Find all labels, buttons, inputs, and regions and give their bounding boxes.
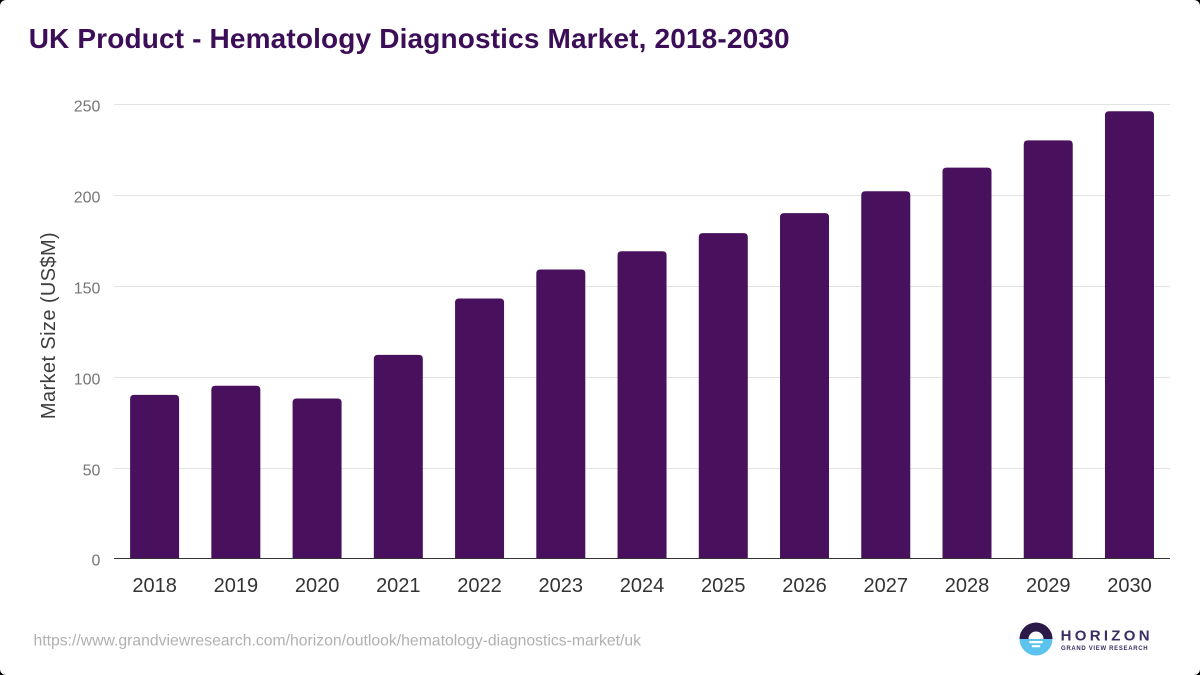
svg-text:200: 200: [74, 189, 101, 206]
svg-text:2021: 2021: [376, 575, 421, 597]
svg-text:2019: 2019: [214, 575, 259, 597]
svg-text:2030: 2030: [1107, 575, 1152, 597]
svg-text:GRAND VIEW RESEARCH: GRAND VIEW RESEARCH: [1061, 646, 1148, 652]
svg-text:https://www.grandviewresearch.: https://www.grandviewresearch.com/horizo…: [34, 633, 642, 650]
svg-text:2027: 2027: [864, 575, 909, 597]
svg-text:2029: 2029: [1026, 575, 1071, 597]
svg-text:2024: 2024: [620, 575, 665, 597]
svg-text:2023: 2023: [539, 575, 584, 597]
svg-text:2020: 2020: [295, 575, 340, 597]
svg-text:2018: 2018: [132, 575, 177, 597]
svg-text:UK Product - Hematology Diagno: UK Product - Hematology Diagnostics Mark…: [29, 23, 790, 54]
svg-text:250: 250: [74, 98, 101, 115]
svg-text:100: 100: [74, 371, 101, 388]
svg-text:2022: 2022: [457, 575, 502, 597]
svg-text:0: 0: [91, 552, 100, 569]
svg-text:50: 50: [83, 462, 101, 479]
svg-text:2028: 2028: [945, 575, 990, 597]
svg-text:150: 150: [74, 280, 101, 297]
svg-text:2025: 2025: [701, 575, 746, 597]
svg-text:2026: 2026: [782, 575, 827, 597]
svg-text:HORIZON: HORIZON: [1061, 628, 1153, 645]
svg-text:Market Size (US$M): Market Size (US$M): [38, 232, 60, 419]
